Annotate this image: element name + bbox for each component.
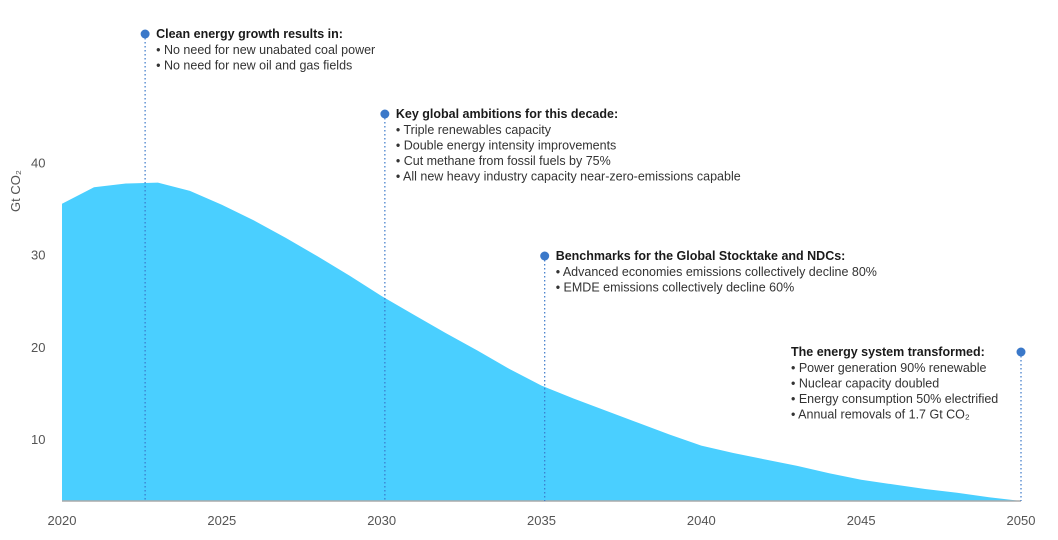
- annotation-item: • Triple renewables capacity: [396, 123, 552, 137]
- annotation-item: • Cut methane from fossil fuels by 75%: [396, 154, 611, 168]
- annotation-marker: [380, 109, 390, 119]
- x-tick-label: 2025: [207, 513, 236, 528]
- annotation-marker: [1016, 347, 1026, 357]
- annotation-item: • No need for new oil and gas fields: [156, 59, 352, 73]
- y-tick-label: 20: [31, 340, 45, 355]
- y-axis-label: Gt CO₂: [8, 170, 23, 212]
- y-tick-label: 10: [31, 432, 45, 447]
- emissions-area: [62, 182, 1021, 501]
- annotation: Benchmarks for the Global Stocktake and …: [540, 249, 877, 501]
- annotation-item: • No need for new unabated coal power: [156, 43, 375, 57]
- annotation: Clean energy growth results in: • No need…: [140, 27, 375, 501]
- y-tick-label: 40: [31, 155, 45, 170]
- annotation-item: • Energy consumption 50% electrified: [791, 392, 998, 406]
- annotation-marker: [140, 29, 150, 39]
- annotation-title: Benchmarks for the Global Stocktake and …: [556, 249, 846, 263]
- x-tick-label: 2050: [1007, 513, 1036, 528]
- annotation-item: • Advanced economies emissions collectiv…: [556, 265, 877, 279]
- annotation-item: • EMDE emissions collectively decline 60…: [556, 281, 795, 295]
- annotation-item: • Power generation 90% renewable: [791, 361, 987, 375]
- annotation-item: • All new heavy industry capacity near-z…: [396, 170, 741, 184]
- y-tick-label: 30: [31, 248, 45, 263]
- x-tick-label: 2020: [48, 513, 77, 528]
- annotation: Key global ambitions for this decade: • T…: [380, 107, 741, 501]
- annotation-item: • Double energy intensity improvements: [396, 139, 616, 153]
- annotation: The energy system transformed: • Power ge…: [791, 345, 1026, 501]
- x-tick-label: 2040: [687, 513, 716, 528]
- annotation-title: Key global ambitions for this decade:: [396, 107, 618, 121]
- x-tick-label: 2045: [847, 513, 876, 528]
- annotation-item: • Nuclear capacity doubled: [791, 377, 939, 391]
- x-tick-label: 2030: [367, 513, 396, 528]
- x-tick-label: 2035: [527, 513, 556, 528]
- annotation-title: The energy system transformed:: [791, 345, 985, 359]
- annotation-title: Clean energy growth results in:: [156, 27, 343, 41]
- annotation-item: • Annual removals of 1.7 Gt CO₂: [791, 408, 970, 422]
- annotation-marker: [540, 251, 550, 261]
